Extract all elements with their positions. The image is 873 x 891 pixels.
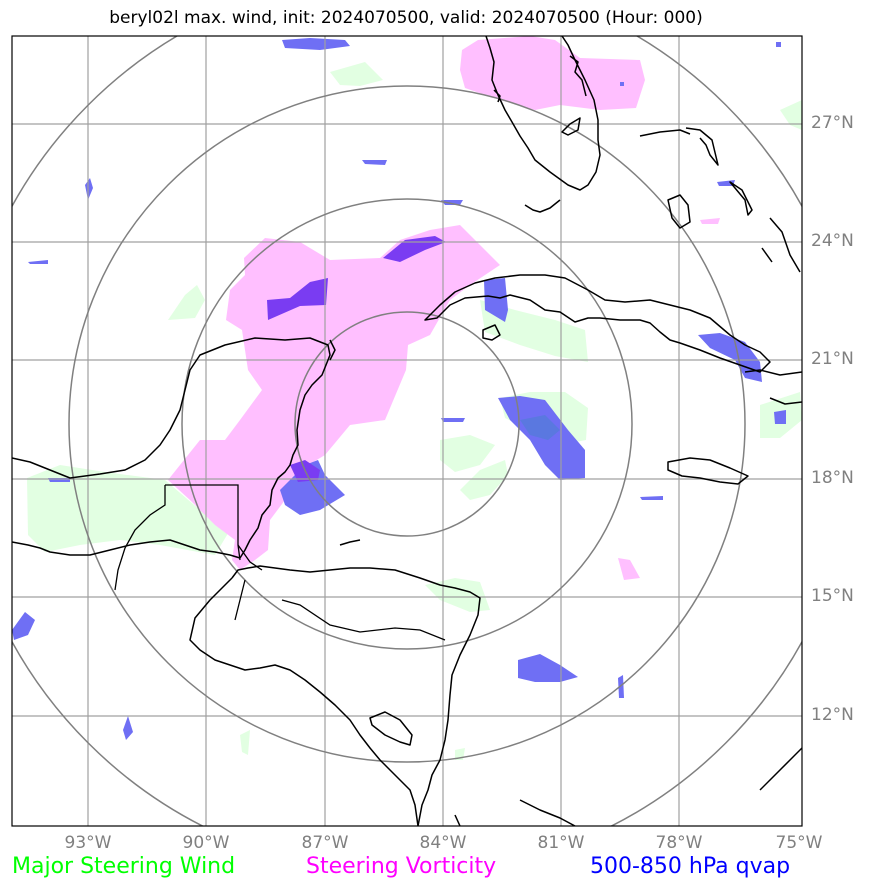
graticule bbox=[12, 36, 802, 826]
lat-label-27n: 27°N bbox=[811, 113, 854, 133]
coastlines bbox=[12, 36, 802, 826]
lat-label-24n: 24°N bbox=[811, 231, 854, 251]
range-rings bbox=[12, 36, 802, 826]
lon-label-84w: 84°W bbox=[419, 833, 467, 853]
legend-qvap: 500-850 hPa qvap bbox=[590, 854, 791, 879]
steering-wind-areas bbox=[27, 62, 802, 760]
lat-label-18n: 18°N bbox=[811, 468, 854, 488]
lon-label-78w: 78°W bbox=[655, 833, 703, 853]
lon-label-90w: 90°W bbox=[182, 833, 230, 853]
steering-vorticity-areas bbox=[168, 36, 720, 580]
lat-label-21n: 21°N bbox=[811, 349, 854, 369]
lat-label-12n: 12°N bbox=[811, 705, 854, 725]
lon-label-75w: 75°W bbox=[775, 833, 823, 853]
map-title: beryl02l max. wind, init: 2024070500, va… bbox=[109, 8, 703, 28]
lon-label-81w: 81°W bbox=[537, 833, 585, 853]
qvap-areas bbox=[12, 38, 786, 740]
lon-label-87w: 87°W bbox=[301, 833, 349, 853]
legend-steering-wind: Major Steering Wind bbox=[12, 854, 236, 879]
legend-steering-vorticity: Steering Vorticity bbox=[306, 854, 497, 879]
lat-label-15n: 15°N bbox=[811, 586, 854, 606]
country-borders bbox=[114, 484, 446, 641]
lon-label-93w: 93°W bbox=[64, 833, 112, 853]
